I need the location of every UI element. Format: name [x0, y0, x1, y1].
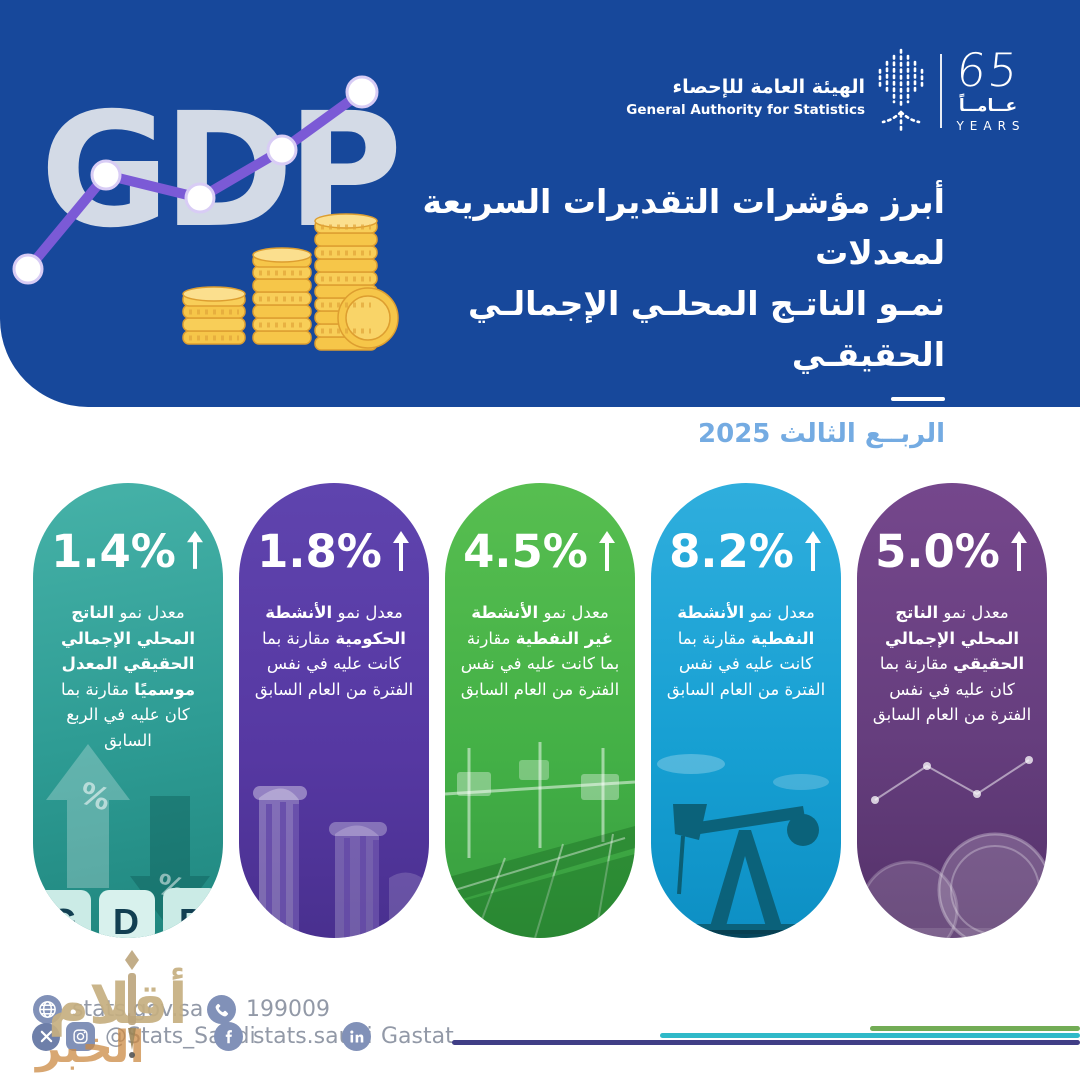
- svg-text:P: P: [179, 901, 203, 938]
- kpi-description: معدل نمو الناتج المحلي الإجمالي الحقيقي …: [60, 603, 196, 750]
- logo-divider: [940, 54, 942, 128]
- quarter-subtitle: الربــع الثالث 2025: [698, 418, 945, 449]
- svg-text:G: G: [49, 901, 77, 938]
- x-icon: [32, 1022, 60, 1051]
- card-non-oil-activities: 4.5% معدل نمو الأنشطة غير النفطية مقارنة…: [445, 483, 635, 938]
- anniversary-block: 65 عــامــاً YEARS: [953, 43, 1023, 133]
- factory-illustration: [445, 742, 635, 938]
- oil-pumpjack-illustration: [651, 754, 841, 938]
- kpi-description: معدل نمو الناتج المحلي الإجمالي الحقيقي …: [872, 603, 1032, 725]
- header-banner: GDP: [0, 0, 1080, 449]
- title-divider: [891, 396, 945, 401]
- decor-line-cyan: [660, 1033, 1080, 1038]
- coins-network-illustration: [859, 756, 1047, 938]
- kpi-value: 1.4%: [51, 525, 176, 578]
- main-title-block: أبرز مؤشرات التقديرات السريعة لمعدلات نم…: [385, 176, 945, 449]
- card-government-activities: 1.8% معدل نمو الأنشطة الحكومية مقارنة بم…: [239, 483, 429, 938]
- phone-label: 199009: [246, 997, 330, 1022]
- kpi-description: معدل نمو الأنشطة النفطية مقارنة بما كانت…: [666, 603, 826, 699]
- up-arrow-icon: [598, 531, 615, 571]
- trend-line-chart-icon: [12, 75, 379, 285]
- watermark-pen-icon: [125, 950, 139, 1058]
- website-label: stats.gov.sa: [72, 997, 204, 1022]
- footer-linkedin[interactable]: Gastat: [342, 1022, 454, 1051]
- coin-stacks-icon: [182, 213, 399, 351]
- gastat-palm-emblem-icon: [878, 48, 924, 134]
- linkedin-icon: [342, 1022, 371, 1051]
- kpi-value: 1.8%: [257, 525, 382, 578]
- anniversary-english: YEARS: [956, 119, 1026, 134]
- instagram-icon: [66, 1022, 95, 1051]
- globe-icon: [33, 995, 62, 1024]
- footer-phone[interactable]: 199009: [207, 995, 330, 1024]
- gastat-logo-names: الهيئة العامة للإحصاء General Authority …: [626, 76, 865, 118]
- title-line-1: أبرز مؤشرات التقديرات السريعة لمعدلات: [422, 182, 946, 273]
- government-columns-illustration: [253, 786, 425, 938]
- kpi-value: 8.2%: [669, 525, 794, 578]
- footer-website[interactable]: stats.gov.sa: [33, 995, 203, 1024]
- anniversary-arabic: عــامــاً: [958, 96, 1018, 117]
- facebook-icon: [214, 1022, 243, 1051]
- up-arrow-icon: [392, 531, 409, 571]
- linkedin-label: Gastat: [381, 1024, 454, 1049]
- gastat-name-arabic: الهيئة العامة للإحصاء: [672, 76, 865, 98]
- up-arrow-icon: [186, 530, 203, 569]
- gastat-name-english: General Authority for Statistics: [626, 102, 865, 118]
- kpi-cards: 1.4% معدل نمو الناتج المحلي الإجمالي الح…: [33, 483, 1047, 938]
- watermark-text: أقلام: [48, 972, 188, 1037]
- kpi-value: 4.5%: [463, 525, 588, 578]
- watermark-text2: الخبر: [36, 1022, 145, 1073]
- up-arrow-icon: [1010, 531, 1027, 571]
- card-gdp-seasonally-adjusted: 1.4% معدل نمو الناتج المحلي الإجمالي الح…: [33, 483, 223, 938]
- decor-line-navy: [452, 1040, 1080, 1045]
- card-real-gdp: 5.0% معدل نمو الناتج المحلي الإجمالي الح…: [857, 483, 1047, 938]
- title-line-2: نمـو الناتـج المحلـي الإجمالـي الحقيقـي: [468, 284, 945, 375]
- gdp-keys-illustration: % % G D P: [35, 744, 219, 938]
- kpi-description: معدل نمو الأنشطة الحكومية مقارنة بما كان…: [254, 603, 414, 699]
- svg-text:D: D: [113, 901, 139, 938]
- up-arrow-icon: [804, 531, 821, 571]
- anniversary-number: 65: [953, 43, 1023, 97]
- kpi-value: 5.0%: [875, 525, 1000, 578]
- card-oil-activities: 8.2% معدل نمو الأنشطة النفطية مقارنة بما…: [651, 483, 841, 938]
- phone-icon: [207, 995, 236, 1024]
- kpi-description: معدل نمو الأنشطة غير النفطية مقارنة بما …: [460, 603, 620, 699]
- decor-line-green: [870, 1026, 1080, 1031]
